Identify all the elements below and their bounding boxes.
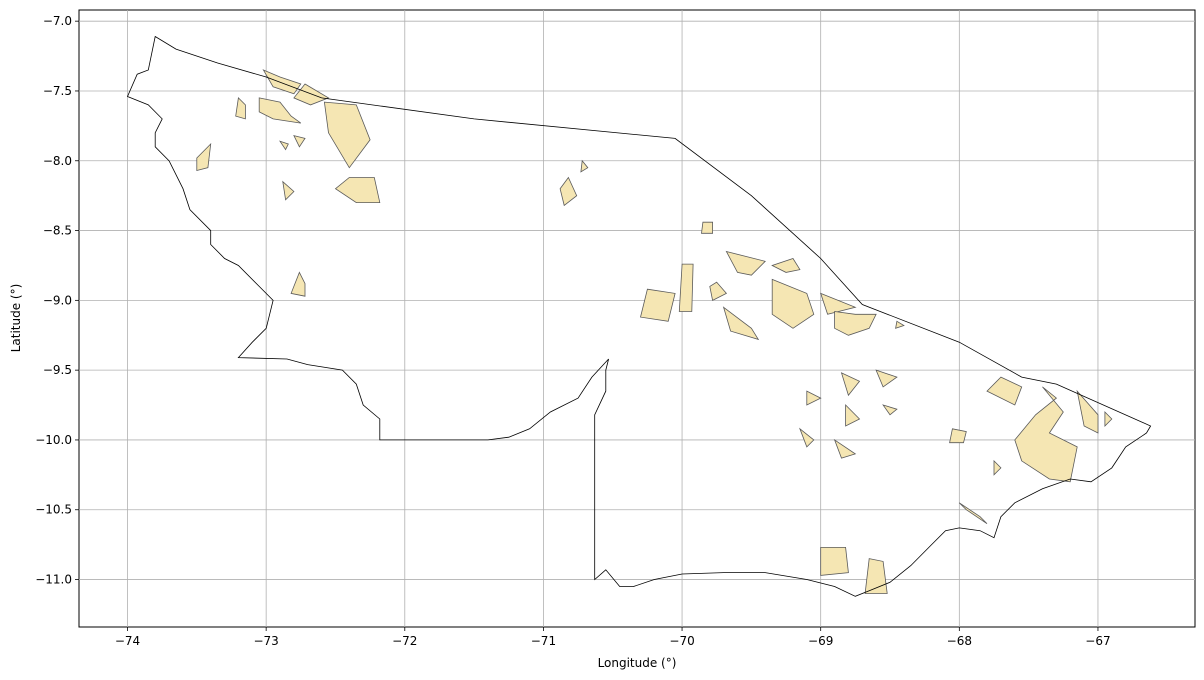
y-tick-label: −10.5 bbox=[35, 503, 72, 517]
protected-area-polygon bbox=[986, 376, 1023, 406]
protected-area-polygon bbox=[771, 278, 815, 329]
protected-area-polygon bbox=[334, 177, 381, 204]
x-tick-label: −69 bbox=[808, 634, 833, 648]
protected-area-polygon bbox=[580, 159, 589, 173]
y-tick-label: −11.0 bbox=[35, 573, 72, 587]
state-boundary-outline bbox=[126, 35, 1152, 597]
x-tick-label: −73 bbox=[253, 634, 278, 648]
y-tick-label: −9.0 bbox=[43, 293, 72, 307]
protected-area-polygon bbox=[258, 97, 302, 124]
protected-area-polygon bbox=[1104, 411, 1113, 427]
y-axis-label: Latitude (°) bbox=[9, 284, 23, 353]
protected-area-polygon bbox=[1076, 389, 1099, 434]
x-tick-label: −70 bbox=[669, 634, 694, 648]
protected-area-polygon bbox=[709, 281, 728, 301]
protected-area-polygon bbox=[290, 271, 306, 297]
protected-area-polygon bbox=[293, 83, 330, 106]
protected-area-polygon bbox=[799, 427, 815, 448]
protected-area-polygon bbox=[293, 135, 306, 148]
protected-area-polygon bbox=[895, 320, 905, 329]
protected-area-polygon bbox=[993, 459, 1002, 476]
protected-area-polygon bbox=[959, 502, 988, 525]
y-tick-label: −9.5 bbox=[43, 363, 72, 377]
protected-area-polygon bbox=[840, 372, 861, 397]
protected-area-polygon bbox=[640, 288, 676, 322]
protected-area-polygon bbox=[559, 176, 578, 207]
protected-area-polygon bbox=[882, 404, 898, 416]
y-tick-label: −7.0 bbox=[43, 14, 72, 28]
y-tick-label: −10.0 bbox=[35, 433, 72, 447]
x-tick-label: −72 bbox=[392, 634, 417, 648]
protected-area-polygon bbox=[771, 258, 801, 273]
protected-area-polygon bbox=[701, 221, 713, 234]
protected-area-polygon bbox=[1014, 386, 1078, 483]
plot-area bbox=[78, 9, 1196, 628]
protected-area-polygon bbox=[806, 390, 822, 406]
protected-area-polygon bbox=[323, 101, 371, 169]
protected-area-polygon bbox=[820, 547, 849, 576]
protected-area-polygon bbox=[820, 292, 857, 315]
x-tick-label: −71 bbox=[531, 634, 556, 648]
protected-area-polygon bbox=[722, 306, 760, 341]
x-tick-label: −74 bbox=[115, 634, 140, 648]
y-tick-label: −8.0 bbox=[43, 154, 72, 168]
protected-area-polygon bbox=[279, 140, 289, 151]
protected-area-polygon bbox=[725, 250, 766, 276]
protected-area-polygon bbox=[833, 438, 857, 459]
protected-area-polygon bbox=[196, 142, 212, 172]
protected-area-polygon bbox=[864, 558, 888, 594]
protected-area-polygon bbox=[282, 180, 295, 201]
protected-area-polygon bbox=[845, 404, 861, 427]
tick-layer: −74 −73 −72 −71 −70 −69 −68 −67 −7.0 −7.5 −8.0 −8.5… bbox=[35, 14, 1110, 648]
protected-area-polygon bbox=[875, 369, 898, 388]
x-tick-label: −67 bbox=[1085, 634, 1110, 648]
protected-area-polygon bbox=[949, 428, 967, 444]
y-tick-label: −8.5 bbox=[43, 224, 72, 238]
protected-area-polygon bbox=[834, 311, 877, 336]
x-tick-label: −68 bbox=[947, 634, 972, 648]
y-tick-label: −7.5 bbox=[43, 84, 72, 98]
protected-area-polygon bbox=[235, 97, 246, 120]
x-axis-label: Longitude (°) bbox=[598, 656, 677, 670]
protected-areas-layer bbox=[196, 69, 1113, 594]
protected-area-polygon bbox=[678, 263, 694, 312]
state-boundary-layer bbox=[126, 35, 1152, 597]
